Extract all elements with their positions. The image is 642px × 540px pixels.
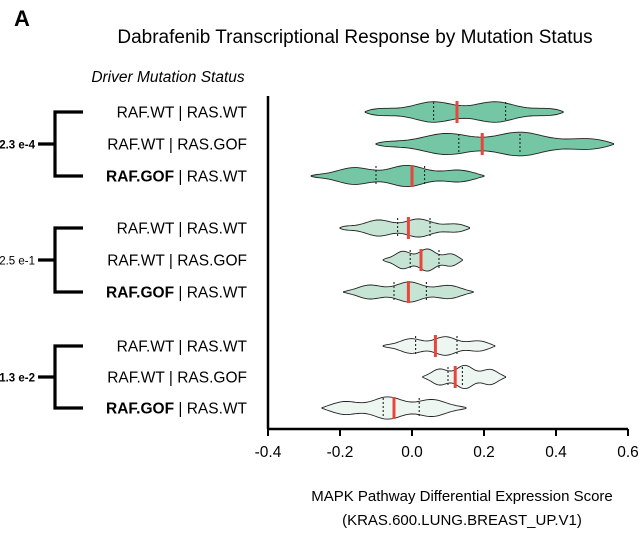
significance-bracket-1 bbox=[38, 226, 83, 294]
row-label-ras: | RAS.GOF bbox=[165, 253, 247, 270]
chart-subtitle: Driver Mutation Status bbox=[91, 69, 245, 86]
panel-label: A bbox=[14, 6, 30, 31]
significance-bracket-0 bbox=[38, 110, 83, 178]
row-label-g2-r1: RAF.WT | RAS.GOF bbox=[107, 370, 247, 387]
row-label-g2-r2: RAF.GOF | RAS.WT bbox=[106, 401, 247, 418]
x-ticks-layer: -0.4 -0.2 0.0 0.2 0.4 0.6 bbox=[255, 429, 639, 461]
row-label-raf: RAF.GOF bbox=[106, 401, 174, 418]
violins-layer bbox=[310, 101, 615, 420]
x-tick-label-5: 0.6 bbox=[617, 444, 639, 461]
violin-g0-r1 bbox=[375, 131, 615, 157]
row-label-ras: | RAS.WT bbox=[174, 221, 247, 238]
p-value-label-1: 2.5 e-1 bbox=[0, 256, 35, 268]
row-label-raf: RAF.GOF bbox=[106, 169, 174, 186]
row-label-ras: | RAS.WT bbox=[174, 105, 247, 122]
row-label-ras: | RAS.WT bbox=[174, 401, 247, 418]
row-label-raf: RAF.WT bbox=[107, 370, 165, 387]
row-label-g1-r0: RAF.WT | RAS.WT bbox=[117, 221, 248, 238]
x-tick-label-0: -0.4 bbox=[255, 444, 282, 461]
x-tick-label-3: 0.2 bbox=[473, 444, 495, 461]
x-tick-label-4: 0.4 bbox=[545, 444, 567, 461]
violin-g0-r2 bbox=[310, 164, 485, 188]
violin-g0-r0 bbox=[364, 101, 564, 123]
x-tick-label-2: 0.0 bbox=[401, 444, 423, 461]
significance-bracket-2 bbox=[38, 344, 83, 410]
violin-g1-r1 bbox=[382, 248, 463, 272]
violin-g2-r1 bbox=[422, 364, 507, 390]
row-label-g0-r0: RAF.WT | RAS.WT bbox=[117, 105, 248, 122]
row-label-raf: RAF.WT bbox=[107, 137, 165, 154]
row-label-g1-r2: RAF.GOF | RAS.WT bbox=[106, 285, 247, 302]
row-label-ras: | RAS.WT bbox=[174, 339, 247, 356]
row-label-g2-r0: RAF.WT | RAS.WT bbox=[117, 339, 248, 356]
violin-g2-r0 bbox=[382, 336, 496, 356]
row-label-raf: RAF.WT bbox=[107, 253, 165, 270]
row-label-raf: RAF.WT bbox=[117, 105, 175, 122]
row-label-g0-r2: RAF.GOF | RAS.WT bbox=[106, 169, 247, 186]
brackets-layer: *2.3 e-4 2.5 e-1 *1.3 e-2 bbox=[0, 110, 83, 410]
violin-g1-r0 bbox=[339, 218, 471, 238]
p-value-label-2: *1.3 e-2 bbox=[0, 373, 35, 385]
row-label-ras: | RAS.WT bbox=[174, 285, 247, 302]
row-label-raf: RAF.WT bbox=[117, 221, 175, 238]
row-label-g0-r1: RAF.WT | RAS.GOF bbox=[107, 137, 247, 154]
row-label-raf: RAF.WT bbox=[117, 339, 175, 356]
row-label-ras: | RAS.WT bbox=[174, 169, 247, 186]
p-value-label-0: *2.3 e-4 bbox=[0, 140, 36, 152]
row-label-raf: RAF.GOF bbox=[106, 285, 174, 302]
chart-title: Dabrafenib Transcriptional Response by M… bbox=[117, 27, 592, 48]
row-label-g1-r1: RAF.WT | RAS.GOF bbox=[107, 253, 247, 270]
x-tick-label-1: -0.2 bbox=[327, 444, 354, 461]
x-axis-label-line1: MAPK Pathway Differential Expression Sco… bbox=[311, 488, 613, 505]
row-label-ras: | RAS.GOF bbox=[165, 370, 247, 387]
x-axis-label-line2: (KRAS.600.LUNG.BREAST_UP.V1) bbox=[342, 512, 582, 529]
row-label-ras: | RAS.GOF bbox=[165, 137, 247, 154]
